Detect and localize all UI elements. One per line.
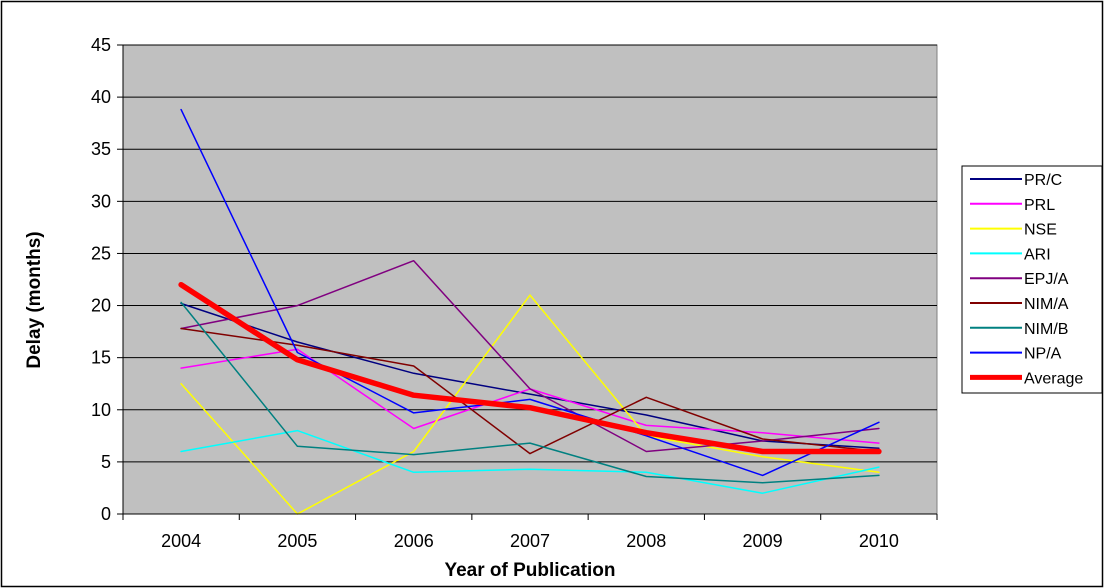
legend-label-pr-c: PR/C (1024, 172, 1062, 189)
y-tick-label: 5 (101, 452, 111, 472)
series-line-nim-a (180, 327, 880, 455)
x-tick-label: 2007 (510, 531, 550, 551)
legend-label-nim-a: NIM/A (1024, 296, 1069, 313)
series-line-average (178, 281, 882, 455)
series-line-np-a (180, 108, 880, 477)
series-line-nim-b (180, 301, 880, 484)
y-axis-title: Delay (months) (24, 231, 45, 368)
legend-label-nim-b: NIM/B (1024, 321, 1068, 338)
legend-label-epj-a: EPJ/A (1024, 271, 1069, 288)
y-axis-ticks: 0 5 10 15 20 25 30 35 40 45 (91, 35, 123, 524)
legend-label-np-a: NP/A (1024, 346, 1062, 363)
series-line-ari (180, 429, 880, 494)
legend-label-prl: PRL (1024, 197, 1055, 214)
series-lines (178, 108, 882, 515)
legend: PR/C PRL NSE ARI EPJ/A NIM/A NIM/B NP/A Average (961, 165, 1103, 394)
y-tick-label: 40 (91, 87, 111, 107)
x-tick-label: 2008 (626, 531, 666, 551)
legend-label-nse: NSE (1024, 222, 1057, 239)
x-tick-label: 2010 (859, 531, 899, 551)
y-tick-label: 45 (91, 35, 111, 55)
x-tick-label: 2004 (161, 531, 201, 551)
legend-label-ari: ARI (1024, 246, 1051, 263)
y-tick-label: 10 (91, 400, 111, 420)
series-line-epj-a (180, 259, 880, 453)
x-tick-label: 2009 (743, 531, 783, 551)
legend-label-average: Average (1024, 370, 1083, 387)
y-tick-label: 35 (91, 139, 111, 159)
x-tick-label: 2006 (394, 531, 434, 551)
y-tick-label: 20 (91, 296, 111, 316)
y-tick-label: 0 (101, 504, 111, 524)
x-tick-label: 2005 (277, 531, 317, 551)
x-axis-title: Year of Publication (444, 560, 615, 581)
y-tick-label: 25 (91, 243, 111, 263)
y-tick-label: 30 (91, 191, 111, 211)
x-axis-ticks: 2004 2005 2006 2007 2008 2009 2010 (122, 514, 938, 551)
y-tick-label: 15 (91, 348, 111, 368)
